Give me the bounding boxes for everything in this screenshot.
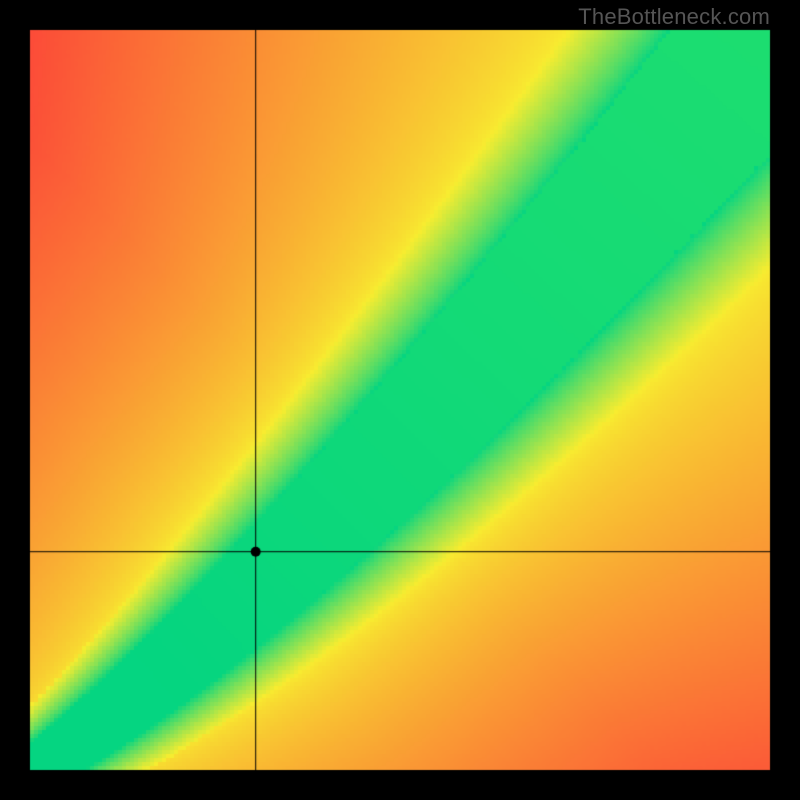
bottleneck-heatmap — [0, 0, 800, 800]
watermark-text: TheBottleneck.com — [578, 4, 770, 30]
